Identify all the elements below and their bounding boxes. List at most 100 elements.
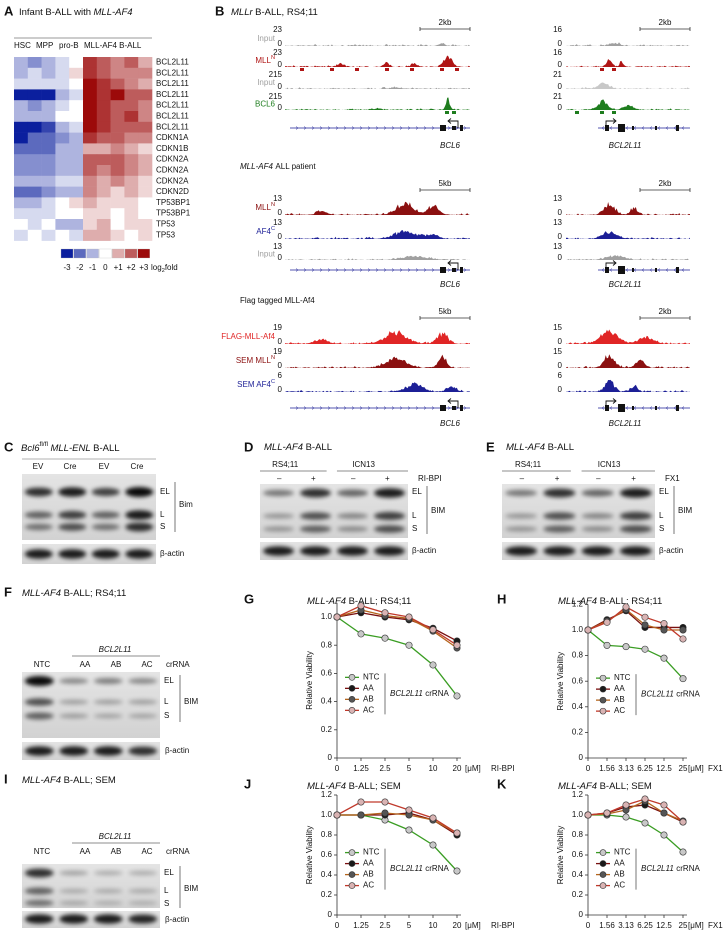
blot-band xyxy=(128,699,158,705)
row-label: BCL2L11 xyxy=(156,122,189,131)
heatmap-cell xyxy=(55,57,70,69)
signal-track xyxy=(566,354,690,368)
band-label: L xyxy=(659,511,664,520)
x-tick-label: 10 xyxy=(429,921,438,930)
track-label: Input xyxy=(257,250,276,259)
scale-label: 2kb xyxy=(439,18,452,27)
blot-band xyxy=(24,868,54,878)
band-label: EL xyxy=(412,487,422,496)
x-tick-label: 6.25 xyxy=(637,921,653,930)
treatment-label: FX1 xyxy=(665,474,680,483)
heatmap-cell xyxy=(27,165,42,177)
gene-strand xyxy=(423,126,427,130)
gene-strand xyxy=(625,406,629,410)
heatmap-cell xyxy=(27,121,42,133)
gene-strand xyxy=(657,268,661,272)
heatmap-cell xyxy=(69,132,84,144)
panel-letter: B xyxy=(215,3,224,18)
legend-marker xyxy=(348,860,356,867)
gene-strand xyxy=(391,268,395,272)
gene-strand xyxy=(359,268,363,272)
signal-track xyxy=(285,43,470,46)
blot-band xyxy=(543,525,576,533)
gene-strand xyxy=(311,126,315,130)
band-label: S xyxy=(659,524,664,533)
gene-exon xyxy=(452,126,456,130)
panel-title-part: Infant B-ALL with xyxy=(19,7,91,18)
peak-call xyxy=(355,68,359,71)
heatmap-cell xyxy=(14,132,29,144)
x-tick-label: 1.56 xyxy=(599,764,615,773)
y-tick-label: 0.2 xyxy=(321,725,333,734)
heatmap-cell xyxy=(96,186,111,198)
gene-strand xyxy=(399,268,403,272)
panel-title: MLLr B-ALL, RS4;11 xyxy=(231,7,318,18)
x-tick-label: 3.13 xyxy=(618,764,634,773)
legend-title: BCL2L11 crRNA xyxy=(390,864,449,873)
colorbar-tick-label: -1 xyxy=(89,263,97,272)
gene-strand xyxy=(367,406,371,410)
heatmap-cell xyxy=(41,229,56,241)
track-max: 13 xyxy=(273,242,282,251)
gene-strand xyxy=(343,126,347,130)
signal-track xyxy=(566,202,690,215)
heatmap-cell xyxy=(69,121,84,133)
heatmap-cell xyxy=(55,67,70,79)
y-tick-label: 1.2 xyxy=(572,790,584,799)
gene-strand xyxy=(391,126,395,130)
heatmap-cell xyxy=(96,154,111,166)
track-max: 15 xyxy=(553,347,562,356)
track-max: 16 xyxy=(553,25,562,34)
track-max: 215 xyxy=(269,92,283,101)
treatment-sign: – xyxy=(277,474,282,483)
data-point xyxy=(679,675,687,683)
heatmap-cell xyxy=(55,197,70,209)
gene-strand xyxy=(335,126,339,130)
gene-strand xyxy=(359,406,363,410)
track-min: 0 xyxy=(278,103,283,112)
gene-strand xyxy=(351,126,355,130)
tss-arrow xyxy=(605,398,617,408)
signal-track xyxy=(566,231,690,239)
heatmap-cell xyxy=(55,89,70,101)
track-label-part: C xyxy=(271,226,275,232)
protein-label: BIM xyxy=(678,506,693,515)
heatmap-cell xyxy=(96,208,111,220)
row-label: CDKN2A xyxy=(156,155,189,164)
panel-title-part: B-ALL; RS4;11 xyxy=(64,588,127,599)
heatmap-cell xyxy=(55,132,70,144)
gene-exon xyxy=(655,406,657,410)
heatmap-cell xyxy=(96,229,111,241)
gene-strand xyxy=(383,268,387,272)
heatmap-cell xyxy=(27,208,42,220)
heatmap-cell xyxy=(124,197,139,209)
panel-title-part: B-ALL; SEM xyxy=(64,775,116,786)
legend-label: AC xyxy=(614,706,625,715)
blot-band xyxy=(373,511,406,521)
blot-band xyxy=(125,510,154,520)
panel-title-part: MLL-ENL xyxy=(50,443,90,454)
heatmap-cell xyxy=(55,111,70,123)
gene-exon xyxy=(618,266,625,274)
blot-band xyxy=(58,523,87,531)
x-tick-label: 1.25 xyxy=(353,921,369,930)
track-max: 13 xyxy=(273,194,282,203)
scale-label: 2kb xyxy=(659,307,672,316)
lane-group-label: crRNA xyxy=(166,847,190,856)
gene-strand xyxy=(391,406,395,410)
gene-exon xyxy=(618,404,625,412)
gene-strand xyxy=(351,406,355,410)
blot-band xyxy=(262,546,295,556)
legend-marker xyxy=(348,849,356,856)
panel-letter: H xyxy=(497,591,506,606)
data-point xyxy=(660,654,668,662)
gene-strand xyxy=(673,268,677,272)
signal-track xyxy=(566,82,690,89)
track-label: Input xyxy=(257,34,276,43)
gene-strand xyxy=(665,406,669,410)
y-tick-label: 0 xyxy=(579,910,584,919)
legend-title-part: crRNA xyxy=(676,690,700,699)
heatmap-cell xyxy=(27,89,42,101)
data-point xyxy=(333,613,341,621)
legend-title-part: crRNA xyxy=(676,864,700,873)
